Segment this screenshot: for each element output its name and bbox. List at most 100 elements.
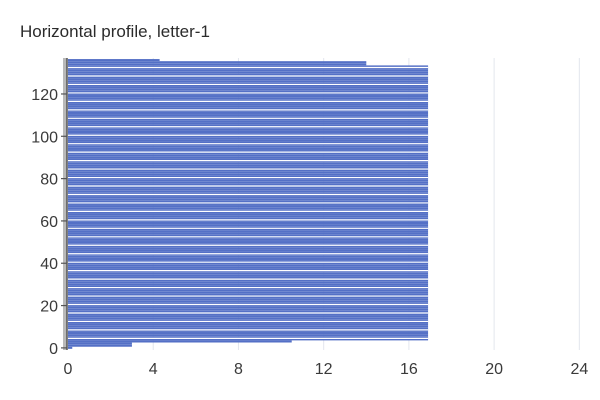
bar [68, 177, 429, 180]
bar [68, 213, 429, 216]
bar [68, 332, 429, 335]
bar [68, 334, 429, 337]
bar [68, 232, 429, 235]
y-tick-label: 100 [31, 129, 58, 146]
bar [68, 97, 429, 100]
bar [68, 67, 429, 70]
bar [68, 317, 429, 320]
bar [68, 114, 429, 117]
x-tick-label: 20 [485, 361, 503, 378]
bar [68, 152, 429, 155]
bar [68, 293, 429, 296]
bar [68, 283, 429, 286]
bar [68, 65, 429, 68]
bar [68, 150, 429, 153]
bar [68, 88, 429, 91]
bar [68, 92, 429, 95]
bar [68, 272, 429, 275]
bar [68, 109, 429, 112]
bar [68, 264, 429, 267]
bar [68, 304, 429, 307]
y-tick-label: 40 [40, 256, 58, 273]
x-tick-label: 12 [315, 361, 333, 378]
bar [68, 169, 429, 172]
bar [68, 181, 429, 184]
y-tick-label: 80 [40, 172, 58, 189]
bar [68, 162, 429, 165]
bar [68, 226, 429, 229]
bar [68, 243, 429, 246]
bar [68, 71, 429, 74]
bar [68, 319, 429, 322]
bar [68, 234, 429, 237]
y-tick-label: 120 [31, 87, 58, 104]
bar [68, 255, 429, 258]
bar [68, 59, 160, 62]
bar [68, 289, 429, 292]
bar [68, 86, 429, 89]
bar [68, 224, 429, 227]
bar [68, 270, 429, 273]
bar [68, 143, 429, 146]
bar [68, 154, 429, 157]
bar [68, 266, 429, 269]
bar [68, 131, 429, 134]
bar [68, 120, 429, 123]
bar [68, 236, 429, 239]
bar [68, 135, 429, 138]
bar [68, 340, 292, 343]
bar [68, 141, 429, 144]
bar [68, 78, 429, 81]
bar [68, 192, 429, 195]
bar [68, 205, 429, 208]
bar [68, 198, 429, 201]
bar [68, 253, 429, 256]
axes: 0 4 8 12 16 20 24 0 20 40 60 80 100 120 [31, 58, 588, 378]
bar [68, 300, 429, 303]
bar [68, 101, 429, 104]
bar [68, 230, 429, 233]
bar [68, 325, 429, 328]
bar [68, 221, 429, 225]
bar [68, 156, 429, 159]
bar [68, 179, 429, 182]
bar [68, 274, 429, 277]
bar [68, 73, 429, 76]
bar [68, 291, 429, 294]
y-tick-label: 20 [40, 299, 58, 316]
y-tick-label: 60 [40, 214, 58, 231]
bar [68, 298, 429, 301]
bar [68, 211, 429, 214]
bar [68, 82, 429, 85]
x-tick-label: 24 [570, 361, 588, 378]
bar [68, 122, 429, 125]
bar [68, 160, 429, 163]
bar [68, 124, 429, 127]
bar [68, 200, 429, 203]
bar [68, 158, 429, 161]
bar [68, 329, 429, 332]
bar [68, 183, 429, 186]
bar [68, 90, 429, 93]
bar [68, 238, 429, 241]
bar [68, 247, 429, 250]
bar [68, 281, 429, 284]
bar [68, 327, 429, 330]
bar [68, 268, 429, 271]
bar [68, 336, 429, 339]
bar [68, 217, 429, 220]
chart-title: Horizontal profile, letter-1 [20, 22, 210, 41]
bar [68, 306, 429, 309]
bar [68, 209, 429, 212]
bar [68, 202, 429, 205]
bar [68, 175, 429, 178]
bar [68, 128, 429, 131]
bar [68, 171, 429, 174]
bar [68, 99, 429, 102]
bar [68, 147, 429, 150]
bar [68, 277, 429, 280]
bar [68, 342, 132, 345]
bar [68, 145, 429, 148]
bar [68, 118, 429, 121]
